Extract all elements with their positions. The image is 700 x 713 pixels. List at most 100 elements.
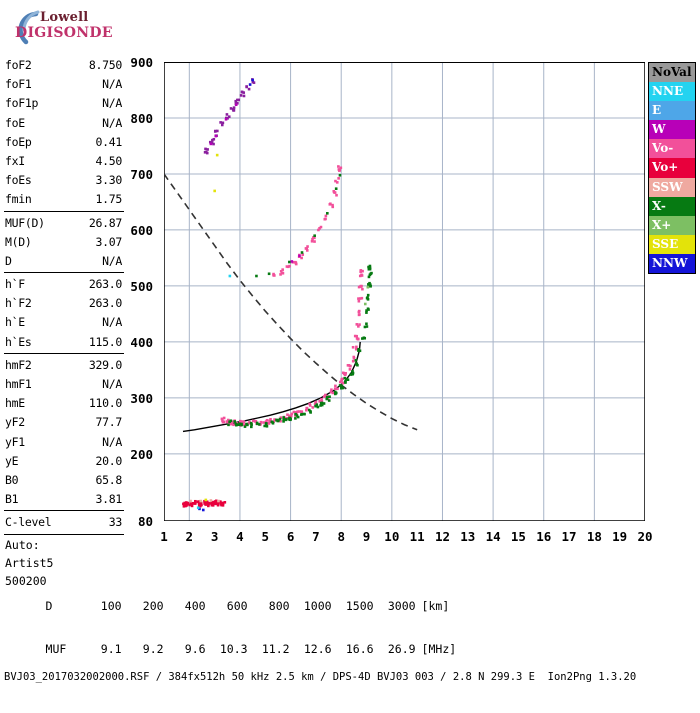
param-name: h`E [5, 315, 25, 330]
param-value: N/A [102, 96, 122, 111]
x-tick-label-1: 1 [160, 529, 168, 544]
footer-muf-value-3: 10.3 [219, 642, 248, 656]
y-tick-label-300: 300 [130, 390, 153, 406]
speckle-points [189, 499, 220, 503]
param-row-hmf2: hmF2 329.0 [0, 356, 128, 375]
footer-muf-value-0: 9.1 [100, 642, 122, 656]
param-divider [4, 210, 124, 212]
x-tick-label-14: 14 [485, 529, 501, 544]
param-row-hf: h`F 263.0 [0, 275, 128, 294]
speckle-points [204, 153, 219, 502]
speckle-points [255, 173, 342, 278]
footer-distance-row: D 100 200 400 600 800 1000 1500 3000 [km] [4, 584, 636, 613]
footer-d-value-4: 800 [268, 599, 290, 613]
parameter-sidebar: foF2 8.750 foF1 N/A foF1p N/A foE N/A foEp 0.41 fx… [0, 56, 128, 591]
legend-item-w[interactable]: W [649, 120, 695, 140]
param-row-ye: yE 20.0 [0, 452, 128, 471]
x-tick-label-12: 12 [434, 529, 450, 544]
param-name: foF1p [5, 96, 39, 111]
legend-item-x[interactable]: X+ [649, 215, 695, 235]
param-value: 4.50 [95, 153, 123, 168]
param-name: fmin [5, 192, 32, 207]
param-value: 263.0 [88, 277, 122, 292]
param-row-fmin: fmin 1.75 [0, 190, 128, 209]
footer-muf-row: MUF 9.1 9.2 9.6 10.3 11.2 12.6 16.6 26.9 [MHz] [4, 627, 636, 656]
param-name: foF2 [5, 58, 32, 72]
legend-item-nnw[interactable]: NNW [649, 253, 695, 274]
x-tick-label-13: 13 [460, 529, 476, 544]
logo-lowell-text: Lowell [40, 10, 89, 25]
param-value: 33 [108, 515, 123, 530]
param-row-md: M(D) 3.07 [0, 233, 128, 252]
param-value: 26.87 [88, 215, 122, 230]
legend-item-vo[interactable]: Vo- [649, 139, 695, 159]
series-es-layer-sporadic-e- [182, 499, 227, 508]
param-name: fxI [5, 153, 25, 168]
y-tick-label-500: 500 [130, 278, 153, 294]
param-row-fof1: foF1 N/A [0, 75, 128, 94]
legend-item-vo[interactable]: Vo+ [649, 158, 695, 178]
param-value: N/A [102, 115, 122, 130]
param-value: 0.41 [95, 134, 123, 149]
param-row-hf2: h`F2 263.0 [0, 294, 128, 313]
speckle-points [209, 103, 301, 263]
param-value: 3.30 [95, 173, 123, 188]
polarization-legend: NoVal NNE E W Vo- Vo+ SSW X- X+ SSE NNW [648, 62, 696, 275]
legend-item-sse[interactable]: SSE [649, 234, 695, 254]
param-name: hmF1 [5, 377, 32, 391]
footer-block: D 100 200 400 600 800 1000 1500 3000 [km] MUF 9.1 9… [4, 556, 636, 713]
legend-item-e[interactable]: E [649, 101, 695, 121]
x-tick-label-10: 10 [384, 529, 400, 544]
x-tick-label-7: 7 [312, 529, 320, 544]
param-row-hme: hmE 110.0 [0, 394, 128, 413]
footer-source-line: BVJ03_2017032002000.RSF / 384fx512h 50 k… [4, 671, 637, 683]
param-row-fof1p: foF1p N/A [0, 94, 128, 113]
param-value: 115.0 [88, 334, 122, 349]
footer-d-unit: [km] [421, 599, 450, 613]
footer-d-value-5: 1000 [303, 599, 332, 613]
x-tick-label-5: 5 [261, 529, 270, 544]
param-name: C-level [5, 515, 52, 530]
param-divider [4, 352, 124, 354]
param-name: yE [5, 453, 19, 468]
param-value: 65.8 [95, 472, 123, 487]
footer-muf-label: MUF [45, 642, 67, 656]
series-x-trace-f-layer-x- [227, 264, 373, 429]
footer-d-value-2: 400 [184, 599, 206, 613]
param-auto-label: Auto: [0, 537, 128, 555]
param-value: 329.0 [88, 357, 122, 372]
param-value: 1.75 [95, 192, 123, 207]
x-tick-label-11: 11 [409, 529, 425, 544]
param-divider [4, 510, 124, 512]
param-auto-name: Artist5 [0, 555, 128, 573]
param-auto-name-text: Artist5 [5, 555, 54, 570]
param-row-hes: h`Es 115.0 [0, 333, 128, 352]
ionogram-plot [164, 62, 645, 521]
x-tick-label-18: 18 [586, 529, 602, 544]
param-row-hmf1: hmF1 N/A [0, 375, 128, 394]
param-auto-code: 500200 [0, 573, 128, 591]
x-tick-label-6: 6 [286, 529, 295, 544]
x-tick-label-20: 20 [637, 529, 653, 544]
param-name: foE [5, 115, 25, 130]
footer-muf-value-2: 9.6 [184, 642, 206, 656]
param-value: N/A [102, 315, 122, 330]
param-value: N/A [102, 77, 122, 92]
lowell-digisonde-logo: Lowell DIGISONDE [6, 8, 126, 50]
param-value: 3.81 [95, 492, 123, 507]
param-name: foEs [5, 173, 32, 188]
footer-d-value-1: 200 [142, 599, 164, 613]
legend-item-ssw[interactable]: SSW [649, 177, 695, 197]
y-tick-label-80: 80 [137, 514, 153, 529]
footer-d-label: D [45, 599, 53, 613]
x-tick-label-9: 9 [362, 529, 371, 544]
param-row-fxi: fxI 4.50 [0, 152, 128, 171]
param-row-foep: foEp 0.41 [0, 133, 128, 152]
legend-item-x[interactable]: X- [649, 196, 695, 216]
legend-item-noval[interactable]: NoVal [649, 63, 695, 83]
param-row-foes: foEs 3.30 [0, 171, 128, 190]
legend-item-nne[interactable]: NNE [649, 82, 695, 102]
footer-muf-unit: [MHz] [421, 642, 457, 656]
param-value: N/A [102, 377, 122, 391]
param-value: 3.07 [95, 234, 123, 249]
